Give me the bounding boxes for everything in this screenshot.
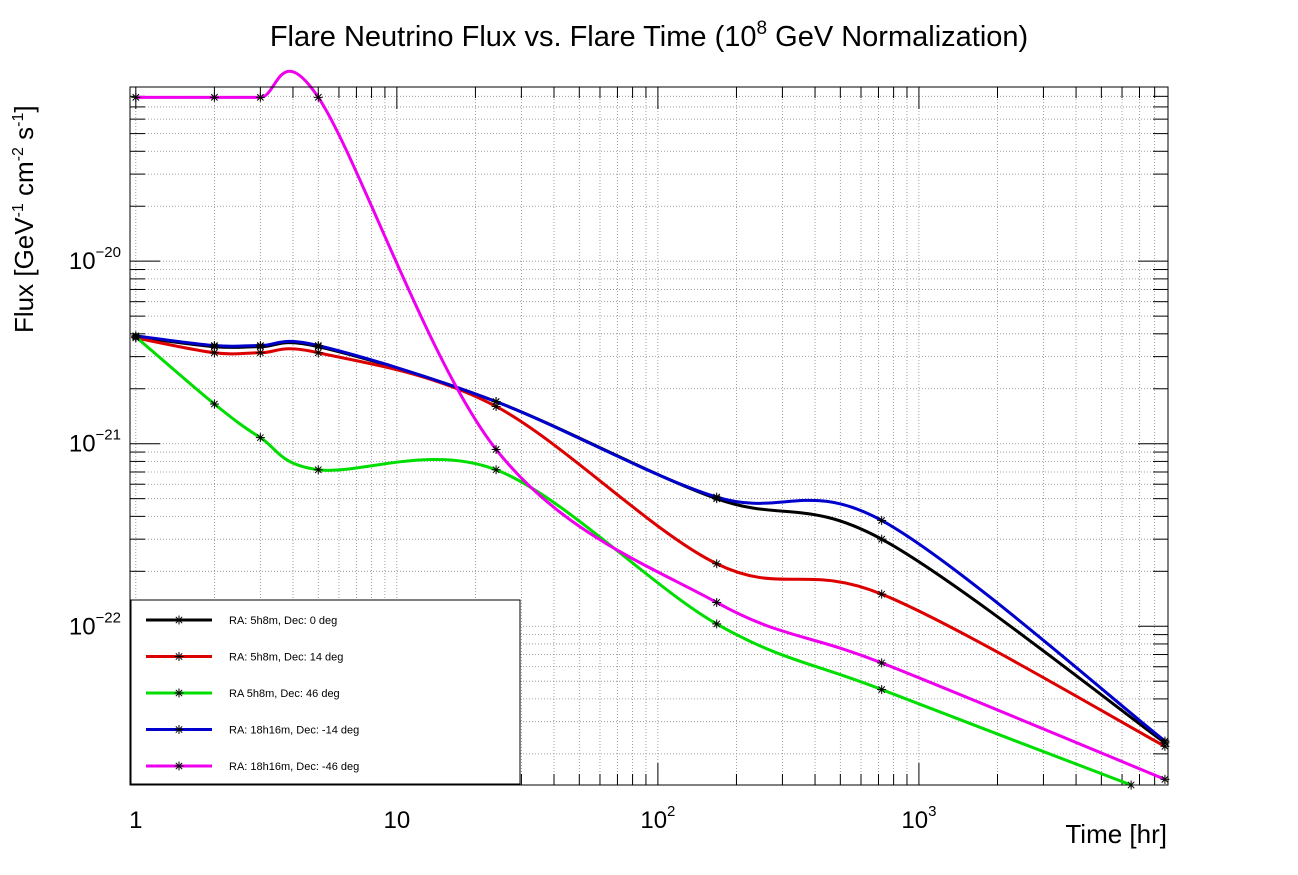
data-point-series-3 — [313, 465, 323, 475]
y-tick-label: 10−20 — [69, 244, 121, 275]
legend-marker-5 — [174, 761, 184, 771]
data-point-series-3 — [255, 433, 265, 443]
series-line-4 — [135, 334, 1166, 743]
data-point-series-5 — [877, 658, 887, 668]
series-line-2 — [135, 336, 1166, 748]
y-axis-title: Flux [GeV-1 cm-2 s-1] — [9, 105, 39, 333]
chart-title: Flare Neutrino Flux vs. Flare Time (108 … — [270, 18, 1028, 53]
data-point-series-2 — [877, 589, 887, 599]
x-tick-labels: 1 10 102 103 — [129, 803, 936, 834]
series-line-3 — [134, 335, 1132, 787]
x-tick-label: 1 — [129, 807, 142, 834]
legend: RA: 5h8m, Dec: 0 deg RA: 5h8m, Dec: 14 de… — [130, 599, 521, 785]
legend-marker-4 — [174, 725, 184, 734]
data-point-series-5 — [712, 597, 722, 607]
data-point-series-1 — [877, 534, 887, 544]
legend-marker-1 — [174, 615, 184, 625]
legend-label-3: RA 5h8m, Dec: 46 deg — [229, 688, 340, 700]
series-group — [134, 69, 1166, 787]
data-point-series-4 — [209, 341, 219, 351]
series-line-5 — [135, 69, 1166, 781]
data-point-series-4 — [877, 515, 887, 525]
legend-label-1: RA: 5h8m, Dec: 0 deg — [229, 615, 337, 627]
data-point-series-5 — [313, 92, 323, 102]
data-point-series-4 — [131, 331, 141, 341]
legend-label-2: RA: 5h8m, Dec: 14 deg — [229, 652, 343, 664]
data-point-series-4 — [313, 341, 323, 351]
plot-frame — [129, 86, 1169, 786]
data-point-series-3 — [209, 399, 219, 409]
legend-label-4: RA: 18h16m, Dec: -14 deg — [229, 725, 359, 737]
data-point-series-5 — [255, 92, 265, 102]
legend-marker-2 — [174, 652, 184, 661]
x-tick-label: 10 — [383, 807, 410, 834]
data-point-series-3 — [491, 465, 501, 475]
data-point-series-3 — [877, 685, 887, 695]
data-point-series-5 — [209, 92, 219, 102]
data-point-series-5 — [131, 92, 141, 102]
y-tick-label: 10−21 — [69, 427, 121, 458]
legend-marker-3 — [174, 688, 184, 698]
y-tick-label: 10−22 — [69, 609, 121, 640]
data-point-series-4 — [255, 341, 265, 351]
x-tick-label: 102 — [640, 803, 675, 834]
x-tick-label: 103 — [901, 803, 936, 834]
legend-label-5: RA: 18h16m, Dec: -46 deg — [229, 761, 359, 773]
y-tick-labels: 10−20 10−21 10−22 — [69, 244, 121, 640]
data-point-series-4 — [491, 397, 501, 407]
data-point-series-5 — [1160, 774, 1170, 784]
data-point-series-2 — [712, 559, 722, 569]
data-point-series-4 — [712, 492, 722, 502]
data-point-series-3 — [712, 619, 722, 629]
data-point-series-5 — [491, 444, 501, 454]
data-point-series-4 — [1160, 736, 1170, 746]
x-axis-title: Time [hr] — [1065, 819, 1167, 849]
